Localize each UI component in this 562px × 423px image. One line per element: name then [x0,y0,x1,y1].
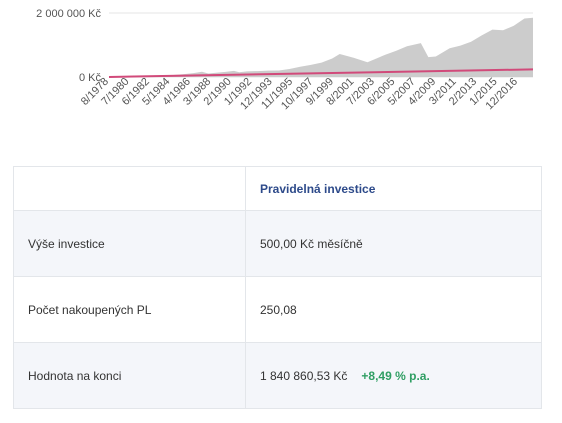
investment-chart: 2 000 000 Kč 0 Kč 8/19787/19806/19825/198… [36,8,534,113]
chart-marks [108,17,534,78]
results-table: Pravidelná investice Výše investice 500,… [13,166,542,409]
portfolio-value-area [109,17,533,77]
table-row: Počet nakoupených PL 250,08 [13,276,542,343]
row-label-final-value: Hodnota na konci [13,342,246,409]
row-label-units-bought: Počet nakoupených PL [13,276,246,343]
final-value: 1 840 860,53 Kč [260,368,348,383]
investment-amount-value: 500,00 Kč měsíčně [260,236,363,251]
table-row: Výše investice 500,00 Kč měsíčně [13,210,542,277]
annual-return-value: +8,49 % p.a. [361,368,430,383]
header-empty-cell [13,166,246,211]
row-value-final-value: 1 840 860,53 Kč +8,49 % p.a. [245,342,542,409]
row-value-units-bought: 250,08 [245,276,542,343]
row-value-investment-amount: 500,00 Kč měsíčně [245,210,542,277]
y-tick-label: 2 000 000 Kč [36,8,101,20]
units-bought-value: 250,08 [260,302,297,317]
x-axis: 8/19787/19806/19825/19844/19863/19882/19… [79,76,520,113]
table-header-row: Pravidelná investice [13,166,542,211]
row-label-investment-amount: Výše investice [13,210,246,277]
y-axis: 2 000 000 Kč 0 Kč [36,8,101,84]
header-regular-investment: Pravidelná investice [245,166,542,211]
y-tick-label: 0 Kč [79,72,102,84]
table-row: Hodnota na konci 1 840 860,53 Kč +8,49 % … [13,342,542,409]
invested-amount-line [108,68,534,78]
